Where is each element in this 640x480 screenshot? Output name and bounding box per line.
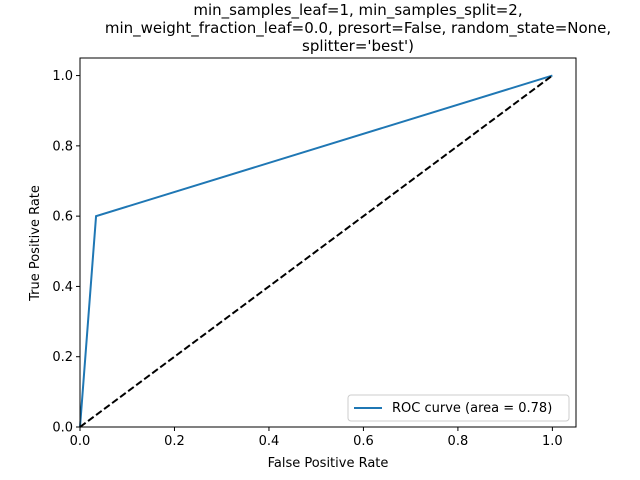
chart-title-line-2: min_weight_fraction_leaf=0.0, presort=Fa… bbox=[105, 19, 611, 38]
y-tick-label: 1.0 bbox=[52, 69, 73, 84]
y-tick-label: 0.4 bbox=[52, 280, 73, 295]
chart-title-line-1: min_samples_leaf=1, min_samples_split=2, bbox=[193, 1, 522, 20]
series-line-roc-curve bbox=[79, 74, 553, 428]
legend-label-roc-curve: ROC curve (area = 0.78) bbox=[392, 401, 552, 416]
x-tick-label: 0.8 bbox=[448, 434, 469, 449]
x-tick-label: 0.4 bbox=[259, 434, 280, 449]
axis-ticks: 0.0 0.2 0.4 0.6 0.8 1.0 0.0 0.2 0.4 0.6 0.8 1.0 bbox=[52, 69, 562, 449]
series-line-chance bbox=[79, 74, 553, 428]
y-tick-label: 0.2 bbox=[52, 350, 73, 365]
x-tick-label: 0.0 bbox=[70, 434, 91, 449]
y-axis-label: True Positive Rate bbox=[28, 185, 43, 302]
x-tick-label: 0.6 bbox=[353, 434, 374, 449]
plot-area bbox=[79, 74, 553, 428]
chart-title-line-3: splitter='best') bbox=[302, 37, 414, 55]
x-axis-label: False Positive Rate bbox=[268, 456, 389, 471]
y-tick-label: 0.0 bbox=[52, 421, 73, 436]
axes-frame bbox=[79, 57, 577, 428]
chart-title: min_samples_leaf=1, min_samples_split=2,… bbox=[105, 1, 611, 55]
legend-box bbox=[347, 394, 570, 422]
x-tick-label: 0.2 bbox=[164, 434, 185, 449]
y-tick-label: 0.6 bbox=[52, 210, 73, 225]
x-tick-label: 1.0 bbox=[542, 434, 563, 449]
legend: ROC curve (area = 0.78) bbox=[347, 394, 570, 422]
y-tick-label: 0.8 bbox=[52, 139, 73, 154]
